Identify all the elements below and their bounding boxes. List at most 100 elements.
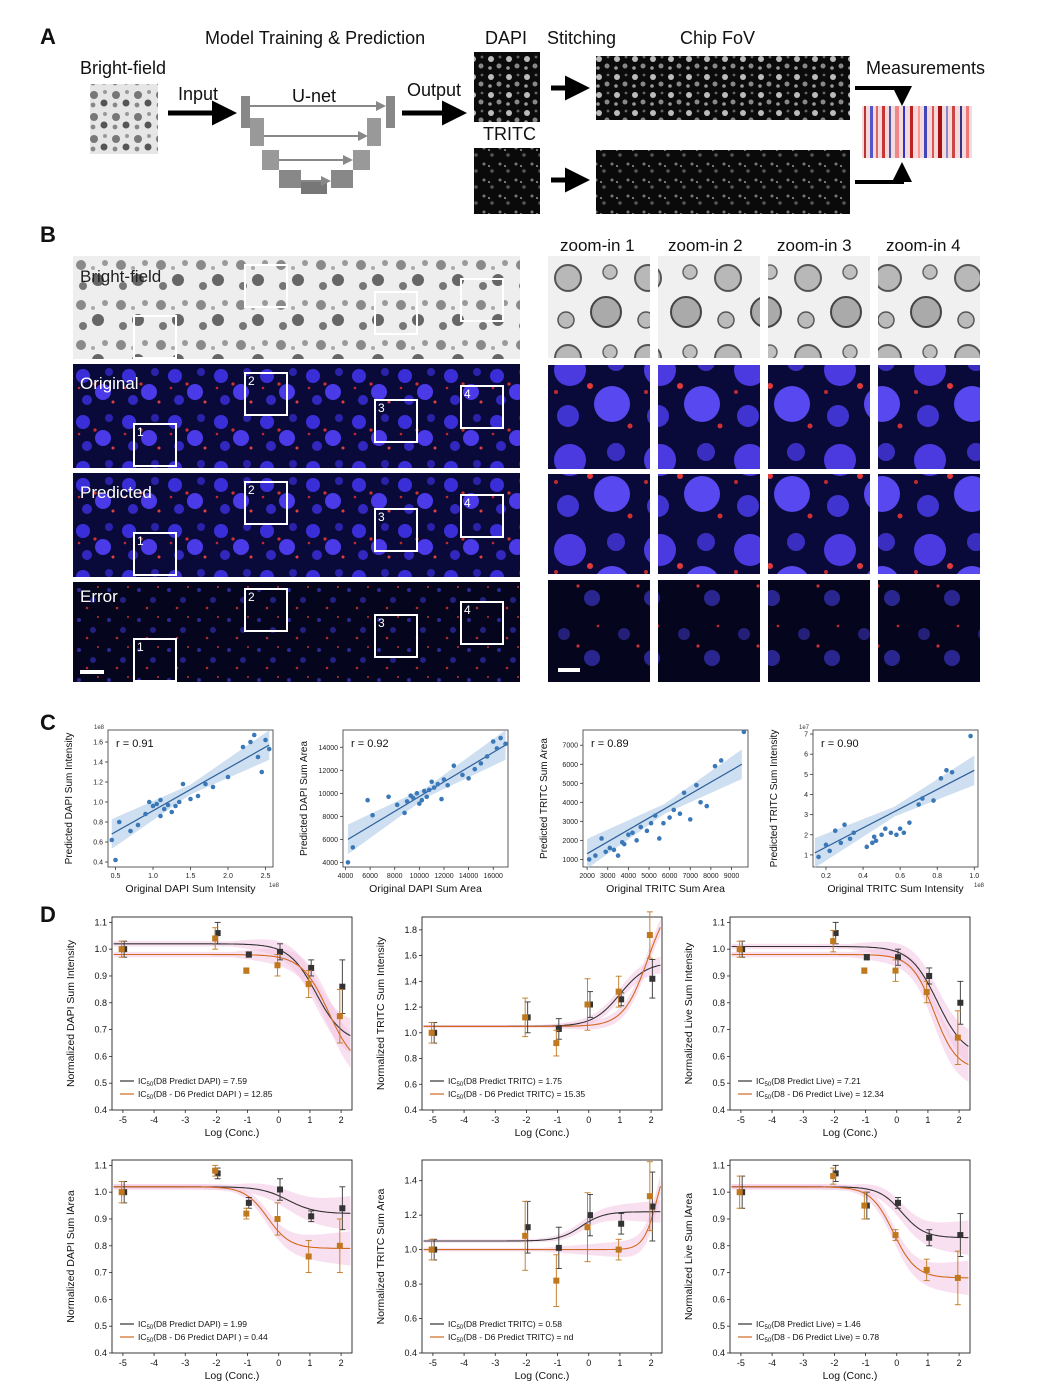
data-marker <box>243 1210 250 1217</box>
x-tick-label: 16000 <box>483 873 503 880</box>
fit-curve <box>423 927 661 1027</box>
plot-frame <box>729 1159 971 1354</box>
data-marker <box>277 948 283 955</box>
data-point <box>593 853 598 858</box>
data-point <box>498 735 503 741</box>
data-point <box>931 798 936 803</box>
panel-letter-c: C <box>40 710 56 735</box>
data-point <box>718 758 724 763</box>
data-marker <box>584 1001 591 1008</box>
data-point <box>851 830 857 836</box>
dapi-label: DAPI <box>485 28 528 48</box>
x-exponent: 1e8 <box>269 883 280 889</box>
curve-ci-band <box>731 1184 969 1255</box>
y-tick-label: 4000 <box>322 860 338 867</box>
data-point <box>938 776 944 781</box>
data-marker <box>618 1220 625 1227</box>
tritc-chip-fov <box>596 150 850 214</box>
tritc-tile <box>474 148 540 214</box>
data-point <box>161 806 167 812</box>
zoom-row-predicted <box>548 474 980 574</box>
y-tick-label: 0.9 <box>712 971 725 981</box>
data-point <box>652 813 658 818</box>
y-tick-label: 1.1 <box>94 917 107 927</box>
data-point <box>439 796 444 802</box>
x-tick-label: 1.0 <box>969 873 979 880</box>
roi-box-pred-3: 3 <box>374 508 418 552</box>
scatter-chart-tritc-area: 2000 3000 4000 5000 6000 7000 8000 9000 1000 2000… <box>539 729 749 895</box>
roi-box-bf-1 <box>133 315 177 359</box>
x-tick-label: 1 <box>617 1358 622 1368</box>
correlation-label: r = 0.92 <box>351 738 389 750</box>
x-axis-label: Original TRITC Sum Area <box>606 883 725 895</box>
roi-box-orig-1: 1 <box>133 423 177 467</box>
brightfield-tile <box>73 256 520 359</box>
legend-label: IC50(D8 - D6 Predict DAPI ) = 12.85 <box>138 1089 273 1101</box>
data-point <box>251 732 257 738</box>
plot-area <box>731 941 969 1082</box>
data-point <box>255 754 261 760</box>
data-point <box>176 799 182 805</box>
data-marker <box>212 1167 219 1174</box>
roi-box-orig-4: 4 <box>460 385 504 429</box>
x-tick-label: -4 <box>150 1358 158 1368</box>
data-point <box>694 782 699 788</box>
roi-box-pred-1: 1 <box>133 532 177 576</box>
fit-curve <box>731 945 969 1047</box>
y-tick-label: 6000 <box>562 762 578 769</box>
y-tick-label: 0.4 <box>712 1105 725 1115</box>
data-point <box>240 744 246 750</box>
y-tick-label: 0.4 <box>94 1105 107 1115</box>
data-point <box>842 822 847 827</box>
data-marker <box>957 1232 964 1239</box>
row-label-error: Error <box>80 587 118 606</box>
x-tick-label: -5 <box>737 1115 745 1125</box>
y-tick-label: 0.6 <box>712 1294 725 1304</box>
data-marker <box>895 954 901 961</box>
x-tick-label: 7000 <box>682 873 698 880</box>
roi-box-pred-2: 2 <box>244 481 288 525</box>
data-point <box>210 784 216 790</box>
data-point <box>712 763 718 769</box>
x-tick-label: 1.5 <box>186 873 196 880</box>
roi-box-bf-2 <box>244 264 288 308</box>
y-tick-label: 0.9 <box>712 1214 725 1224</box>
x-tick-label: 12000 <box>434 873 454 880</box>
fit-curve <box>731 953 969 1065</box>
x-tick-label: -4 <box>768 1358 776 1368</box>
x-tick-label: 2.0 <box>223 873 233 880</box>
data-marker <box>212 935 219 942</box>
correlation-label: r = 0.89 <box>591 738 629 750</box>
y-tick-label: 1.2 <box>404 1002 417 1012</box>
data-marker <box>339 1205 346 1212</box>
x-axis-label: Log (Conc.) <box>823 1127 878 1139</box>
y-axis-label: Predicted TRITC Sum Intensity <box>769 730 780 868</box>
data-marker <box>615 988 622 995</box>
y-axis-label: Normalized Live Sum lArea <box>683 1193 695 1320</box>
fit-curve <box>113 953 351 1051</box>
data-marker <box>923 1266 930 1273</box>
y-axis-label: Normalized DAPI Sum Intensity <box>65 939 77 1087</box>
data-marker <box>245 951 252 958</box>
data-point <box>847 836 853 842</box>
x-tick-label: 8000 <box>703 873 719 880</box>
y-tick-label: 1.0 <box>404 1028 417 1038</box>
y-tick-label: 0.7 <box>712 1025 725 1035</box>
y-tick-label: 3 <box>804 812 808 819</box>
x-tick-label: 2 <box>649 1115 654 1125</box>
data-point <box>883 826 888 832</box>
x-tick-label: 1 <box>307 1358 312 1368</box>
dose-response-live-intensity: -5 -4 -3 -2 -1 0 1 2 0.4 0.5 0.6 0.7 0.8 0.9 1.0 1.1 Log… <box>683 916 971 1139</box>
x-tick-label: 1 <box>925 1115 930 1125</box>
row-label-original: Original <box>80 374 139 393</box>
data-marker <box>555 1244 562 1251</box>
fit-line <box>347 744 506 840</box>
roi-box-bf-4 <box>460 278 504 322</box>
zoom-row-original <box>548 365 980 469</box>
correlation-label: r = 0.90 <box>821 738 859 750</box>
zoom-grid <box>548 256 980 682</box>
y-tick-label: 1.1 <box>712 917 725 927</box>
data-marker <box>832 930 839 937</box>
data-point <box>599 836 604 841</box>
data-point <box>873 838 879 844</box>
